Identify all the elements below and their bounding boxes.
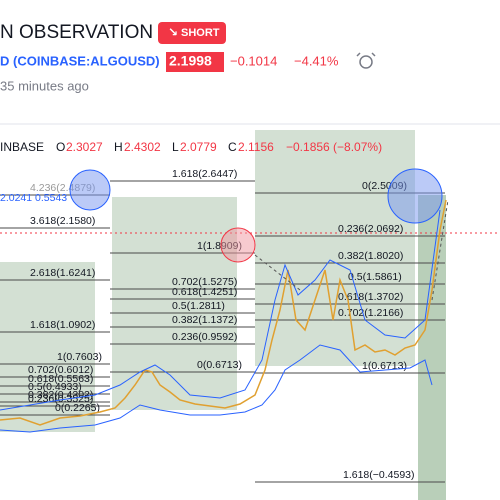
projection xyxy=(431,199,449,301)
price: 2.1998 xyxy=(169,53,212,69)
fib-label: 0.236(2.0692) xyxy=(338,223,403,235)
updated-time: 35 minutes ago xyxy=(0,78,89,93)
band-lower xyxy=(0,344,433,433)
fib-label: 0.382(1.8020) xyxy=(338,250,403,262)
fib-label: 0.702(1.2166) xyxy=(338,307,403,319)
fib-label: 0.5(1.2811) xyxy=(172,300,225,312)
low-label: L xyxy=(172,140,179,154)
fib-label: 0(0.2265) xyxy=(55,402,100,414)
high-label: H xyxy=(114,140,123,154)
fib-label: 0.236(0.3525) xyxy=(28,393,93,405)
fib-label: 2.618(1.6241) xyxy=(30,267,95,279)
fib-label: 0.5(1.5861) xyxy=(348,271,402,283)
price-change: −0.1014 xyxy=(230,53,277,68)
zone xyxy=(255,130,415,366)
badge-arrow: ↘ xyxy=(168,25,178,39)
fib-label: 0(0.6713) xyxy=(197,359,242,371)
fib-label: 1(0.7603) xyxy=(57,351,102,363)
fib-label: 1.618(1.0902) xyxy=(30,319,95,331)
close-label: C xyxy=(228,140,237,154)
price-change-pct: −4.41% xyxy=(294,53,339,68)
low: 2.0779 xyxy=(180,140,217,154)
band-upper xyxy=(0,209,441,411)
open: 2.3027 xyxy=(66,140,103,154)
close: 2.1156 xyxy=(238,140,274,154)
fib-label: 0.618(0.5563) xyxy=(28,373,93,385)
idea-title: N OBSERVATION xyxy=(0,22,153,43)
alert-icon[interactable] xyxy=(356,52,376,69)
price-path xyxy=(0,199,447,426)
fib-label: 1.618(−0.4593) xyxy=(343,469,415,481)
price-box xyxy=(166,52,224,72)
fib-label: 0.5(0.4933) xyxy=(28,381,82,393)
zone xyxy=(0,262,95,432)
highlight-circle xyxy=(69,169,111,211)
symbol[interactable]: D (COINBASE:ALGOUSD) xyxy=(0,53,160,68)
ohlc-change: −0.1856 (−8.07%) xyxy=(286,140,382,154)
highlight-circle xyxy=(387,168,443,224)
highlight-circle xyxy=(220,227,256,263)
fib-label: 0.702(1.5275) xyxy=(172,276,237,288)
fib-label: 0.702(0.6012) xyxy=(28,364,93,376)
zone xyxy=(418,195,446,500)
exchange: INBASE xyxy=(0,140,44,154)
high: 2.4302 xyxy=(124,140,161,154)
fib-levels: 4.236(2.4879)2.0241 0.55433.618(2.1580)2… xyxy=(0,168,445,483)
fib-label: 0.618(1.3702) xyxy=(338,291,403,303)
fib-label: 1.618(2.6447) xyxy=(172,168,237,180)
fib-label: 2.0241 0.5543 xyxy=(0,192,67,204)
fib-label: 0.618(1.4251) xyxy=(172,286,237,298)
fib-label: 3.618(2.1580) xyxy=(30,215,95,227)
open-label: O xyxy=(56,140,65,154)
fib-label: 0.382(1.1372) xyxy=(172,314,237,326)
fib-label: 0.236(0.9592) xyxy=(172,331,237,343)
badge-text: SHORT xyxy=(181,27,220,39)
short-badge[interactable] xyxy=(158,22,226,44)
